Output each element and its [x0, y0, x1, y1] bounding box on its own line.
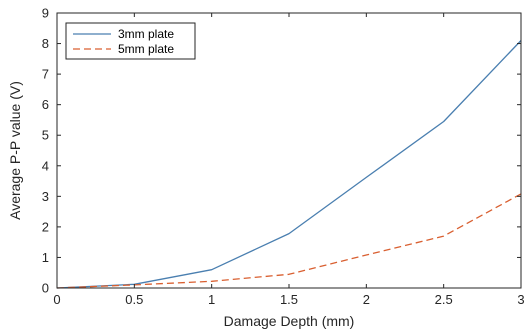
- x-tick-label: 1: [208, 292, 215, 307]
- y-tick-label: 4: [42, 158, 49, 173]
- y-tick-label: 2: [42, 219, 49, 234]
- y-tick-label: 7: [42, 67, 49, 82]
- legend-label-2: 5mm plate: [118, 42, 174, 56]
- y-tick-label: 0: [42, 281, 49, 296]
- y-tick-label: 9: [42, 6, 49, 21]
- x-tick-label: 2: [363, 292, 370, 307]
- x-tick-label: 0.5: [125, 292, 143, 307]
- y-tick-label: 3: [42, 189, 49, 204]
- x-tick-label: 3: [517, 292, 524, 307]
- x-tick-label: 0: [53, 292, 60, 307]
- x-tick-label: 2.5: [435, 292, 453, 307]
- tick-layer: 0 0.5 1 1.5 2 2.5 3 0 1 2 3 4 5 6 7 8 9: [42, 6, 525, 308]
- y-tick-label: 5: [42, 128, 49, 143]
- y-tick-label: 8: [42, 36, 49, 51]
- y-tick-label: 6: [42, 97, 49, 112]
- x-axis-label: Damage Depth (mm): [224, 313, 355, 329]
- y-tick-label: 1: [42, 250, 49, 265]
- x-tick-label: 1.5: [280, 292, 298, 307]
- y-axis-label: Average P-P value (V): [7, 81, 23, 220]
- legend-box: [65, 22, 196, 60]
- legend-label-1: 3mm plate: [118, 27, 174, 41]
